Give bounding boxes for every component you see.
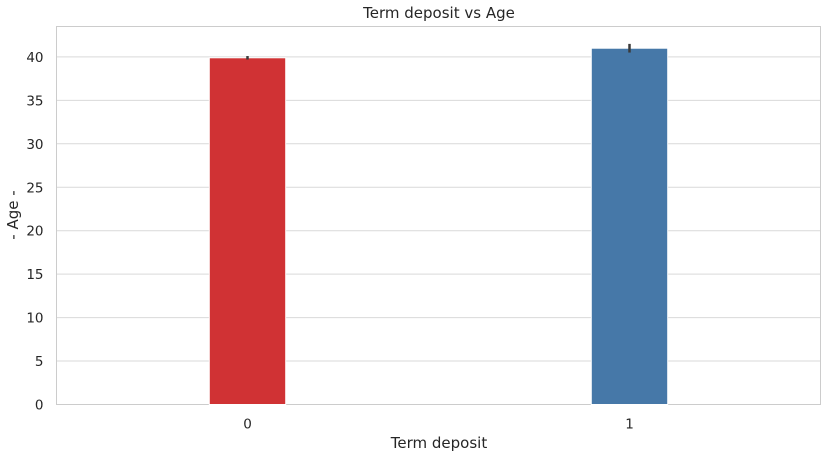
y-tick-label: 15 [26,267,43,283]
bar-0 [208,57,287,406]
bar-1 [590,47,669,405]
gridlines [56,56,821,405]
y-tick-label: 35 [26,93,43,109]
bars [208,47,669,406]
y-tick-label: 30 [26,137,43,153]
y-tick-label: 5 [35,354,44,370]
y-tick-labels: 0 5 10 15 20 25 30 35 40 [26,50,43,414]
x-axis-label: Term deposit [390,434,488,452]
y-tick-label: 0 [35,398,44,414]
chart-title: Term deposit vs Age [362,4,515,22]
y-tick-label: 20 [26,224,43,240]
x-tick-label: 0 [243,417,252,433]
error-bars [246,43,631,60]
y-tick-label: 25 [26,180,43,196]
y-tick-label: 10 [26,311,43,327]
y-tick-label: 40 [26,50,43,66]
x-tick-label: 1 [625,417,634,433]
y-axis-label: - Age - [4,190,22,239]
plot-frame [56,26,821,405]
